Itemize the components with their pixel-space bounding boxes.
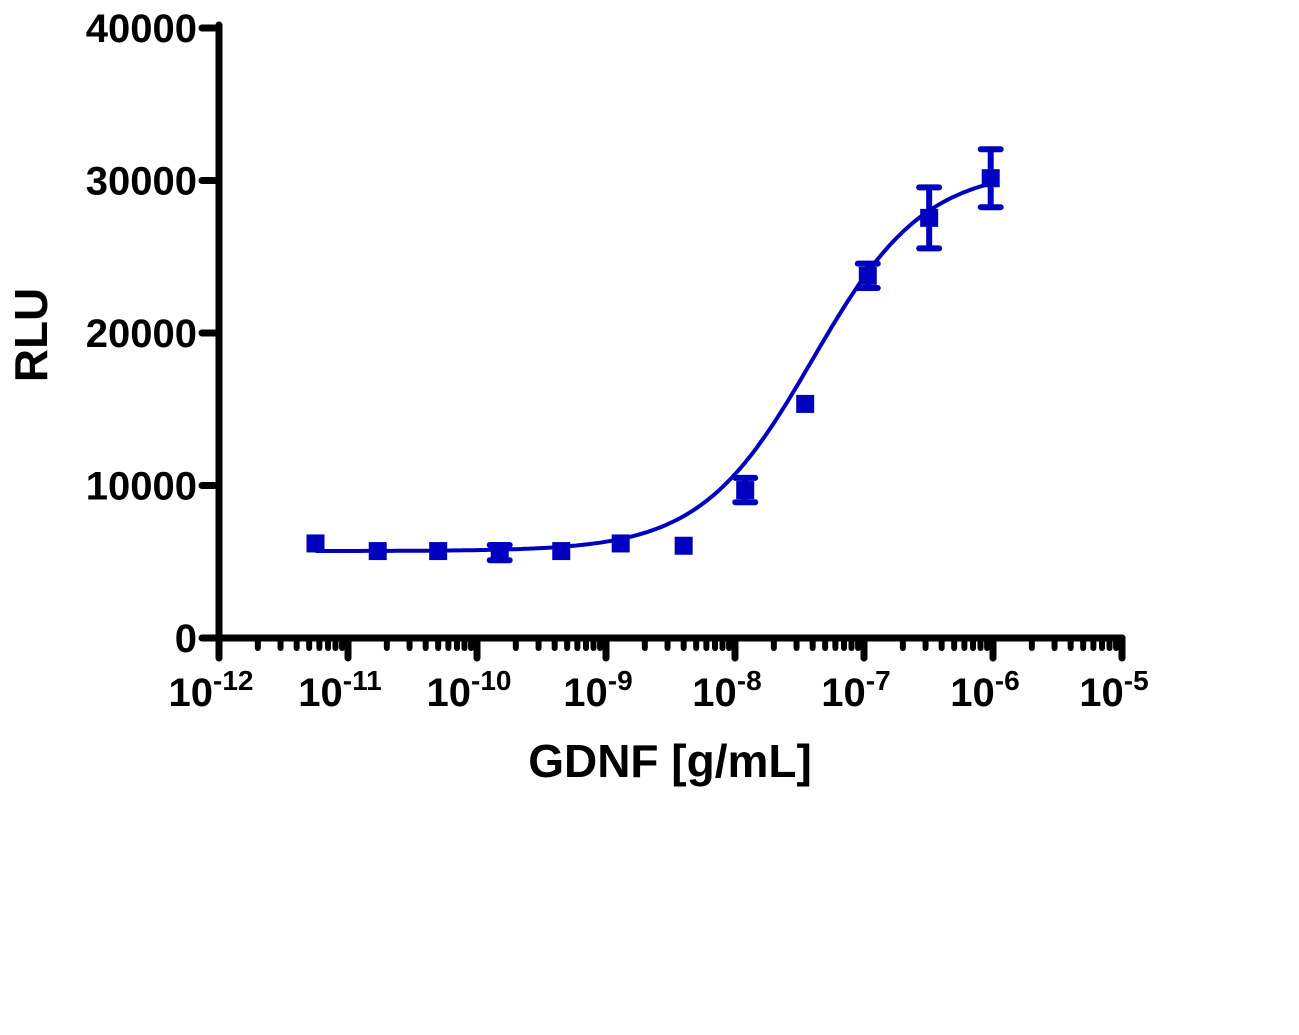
- data-point: [368, 542, 387, 561]
- data-points: [306, 146, 1004, 564]
- data-point: [429, 542, 448, 561]
- x-tick-label: 10-5: [1079, 665, 1148, 715]
- data-point: [736, 481, 755, 500]
- data-point: [490, 543, 509, 562]
- x-tick-label: 10-10: [427, 665, 512, 715]
- axes: [198, 21, 1126, 662]
- data-point: [552, 542, 571, 561]
- x-tick-label: 10-8: [692, 665, 761, 715]
- y-axis-title: RLU: [5, 288, 57, 383]
- data-point: [306, 534, 325, 553]
- x-tick-label: 10-6: [950, 665, 1019, 715]
- x-tick-label: 10-7: [821, 665, 890, 715]
- x-tick-label: 10-12: [169, 665, 254, 715]
- x-tick-label: 10-11: [298, 665, 381, 715]
- y-tick-label: 40000: [86, 7, 197, 51]
- data-point: [981, 169, 1000, 188]
- x-axis-title: GDNF [g/mL]: [528, 735, 812, 787]
- fit-line: [315, 181, 992, 553]
- y-tick-label: 20000: [86, 312, 197, 356]
- data-point: [674, 536, 693, 555]
- x-tick-label: 10-9: [563, 665, 632, 715]
- data-point: [920, 208, 939, 227]
- data-point: [611, 534, 630, 553]
- y-tick-label: 0: [175, 617, 197, 661]
- fit-curve: [315, 181, 992, 553]
- data-point: [796, 394, 815, 413]
- y-tick-label: 30000: [86, 160, 197, 204]
- tick-labels: 0 10000 20000 30000 40000 10-12 10-11 10-10 10-9…: [86, 7, 1149, 715]
- y-tick-label: 10000: [86, 465, 197, 509]
- data-point: [858, 266, 877, 285]
